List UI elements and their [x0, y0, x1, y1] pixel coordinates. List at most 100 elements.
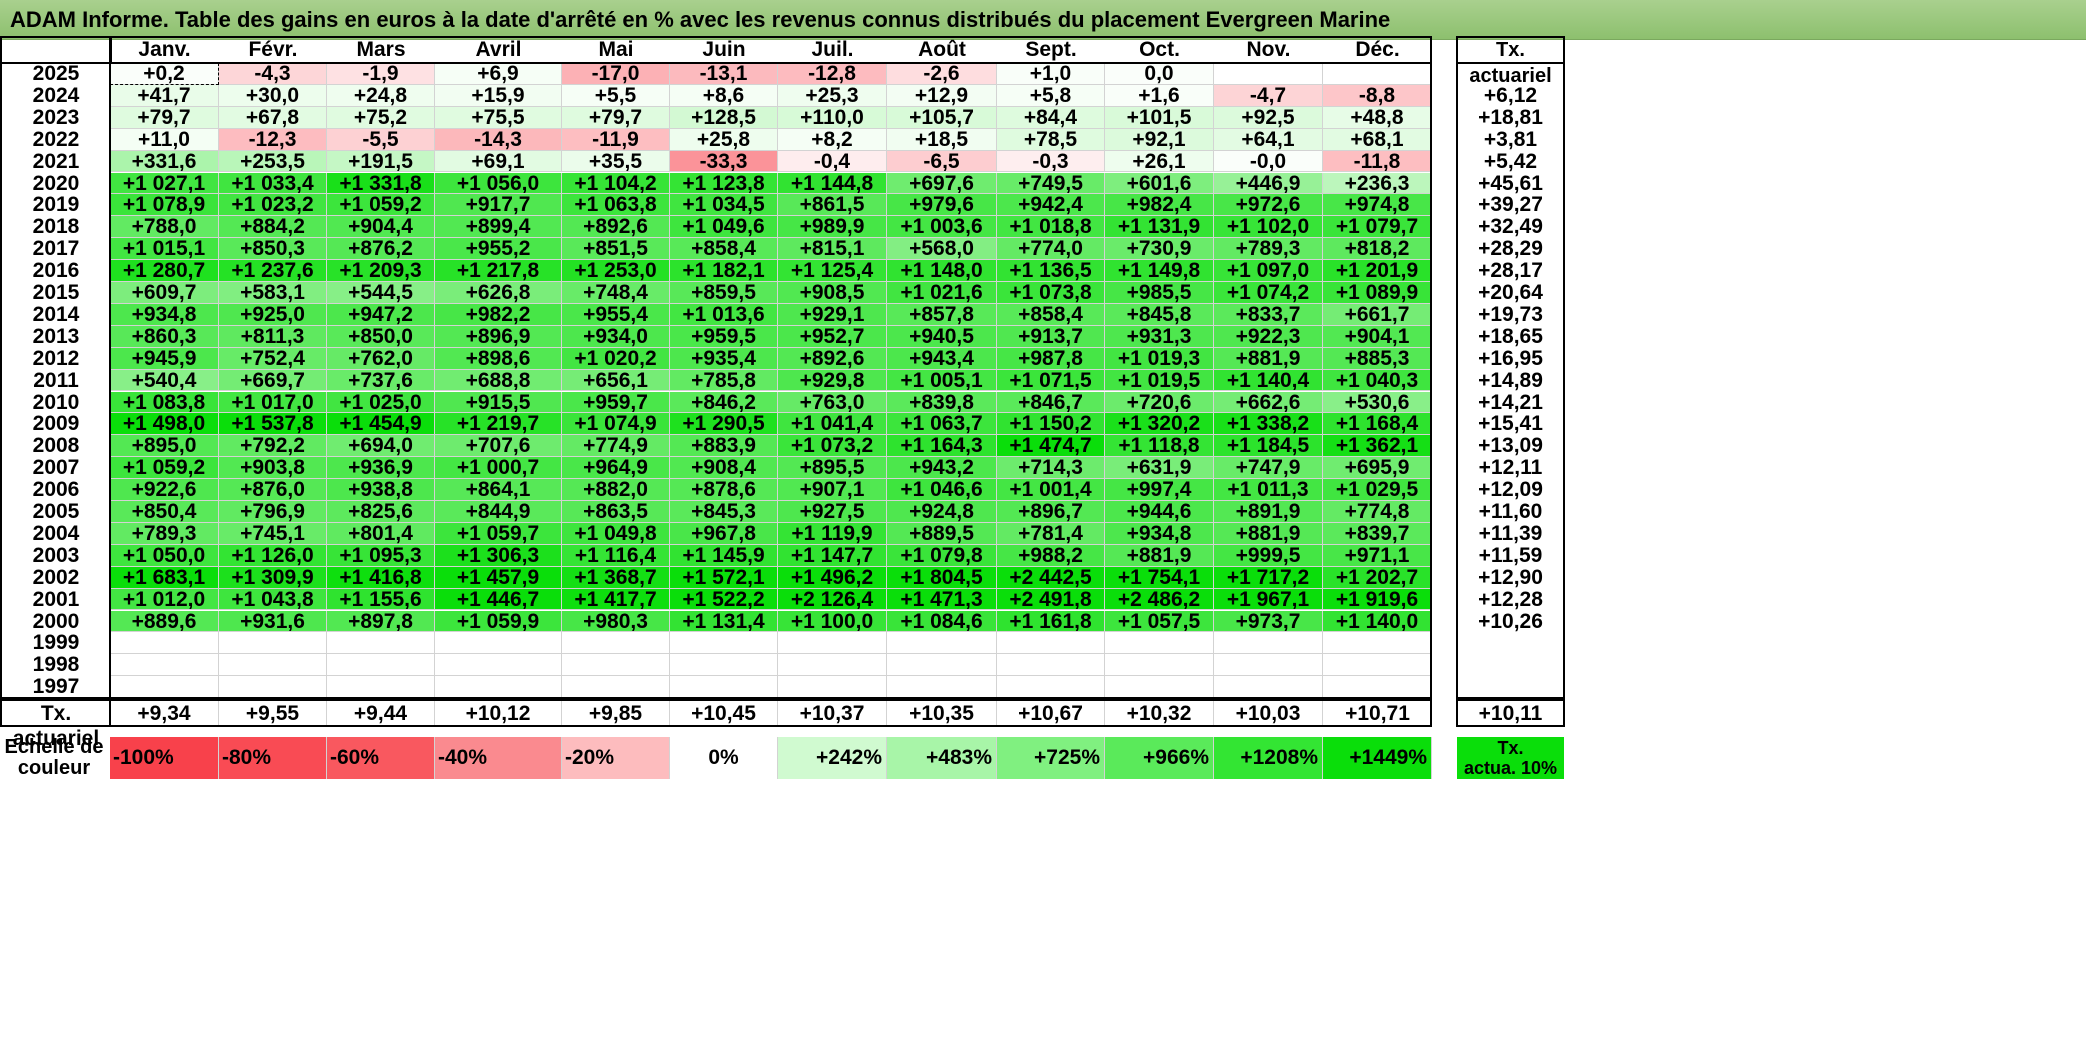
value-cell: +695,9: [1323, 457, 1432, 480]
value-cell: +0,2: [110, 63, 219, 85]
value-cell: +1 073,8: [997, 282, 1105, 304]
value-cell: +940,5: [887, 325, 997, 348]
color-scale-swatch: 0%: [670, 737, 778, 779]
value-cell: +1 015,1: [110, 238, 219, 261]
value-cell: -5,5: [327, 128, 435, 151]
value-cell: +1 474,7: [997, 435, 1105, 458]
value-cell: +763,0: [778, 391, 887, 414]
value-cell: +1 116,4: [562, 544, 670, 567]
value-cell: +1 338,2: [1214, 413, 1323, 436]
value-cell: +857,8: [887, 303, 997, 326]
value-cell: +1 150,2: [997, 413, 1105, 436]
value-cell: +1 144,8: [778, 172, 887, 195]
value-cell: +988,2: [997, 544, 1105, 567]
value-cell: -12,3: [219, 128, 327, 151]
value-cell: +1 140,0: [1323, 610, 1432, 633]
value-cell: +609,7: [110, 282, 219, 304]
tx-actuariel-value: +32,49: [1478, 216, 1543, 239]
tx-actuariel-value: [1457, 654, 1564, 676]
value-cell: [1105, 654, 1214, 677]
value-cell: +1 136,5: [997, 260, 1105, 282]
tx-actuariel-value: +10,26: [1478, 610, 1543, 633]
footer-value: +10,12: [435, 701, 562, 726]
value-cell: [1214, 654, 1323, 677]
value-cell: [778, 676, 887, 699]
value-cell: +895,0: [110, 435, 219, 458]
value-cell: +1 063,8: [562, 194, 670, 217]
value-cell: +1,0: [997, 63, 1105, 85]
tx-actuariel-value: +5,42: [1483, 150, 1538, 173]
value-cell: +864,1: [435, 479, 562, 501]
value-cell: +5,8: [997, 84, 1105, 107]
value-cell: +833,7: [1214, 303, 1323, 326]
value-cell: +815,1: [778, 238, 887, 261]
value-cell: +1 184,5: [1214, 435, 1323, 458]
tx-actuariel-value: +11,39: [1478, 522, 1543, 545]
month-header: Avril: [475, 38, 522, 61]
value-cell: +1 471,3: [887, 588, 997, 611]
value-cell: +982,2: [435, 303, 562, 326]
year-label: 2016: [32, 259, 80, 283]
value-cell: 0,0: [1105, 63, 1214, 85]
year-label: 2024: [32, 83, 80, 107]
year-label: 2003: [32, 543, 80, 567]
year-column-divider: [109, 37, 111, 699]
value-cell: +971,1: [1323, 544, 1432, 567]
month-header: Déc.: [1355, 38, 1400, 61]
value-cell: +1 078,9: [110, 194, 219, 217]
value-cell: [219, 632, 327, 655]
value-cell: +1,6: [1105, 84, 1214, 107]
value-cell: +656,1: [562, 369, 670, 392]
value-cell: [1214, 676, 1323, 699]
value-cell: +1 003,6: [887, 216, 997, 239]
value-cell: +105,7: [887, 106, 997, 129]
value-cell: +943,2: [887, 457, 997, 480]
value-cell: +1 131,4: [670, 610, 778, 633]
legend-label-line2: couleur: [17, 757, 91, 779]
value-cell: +934,8: [110, 303, 219, 326]
value-cell: +1 446,7: [435, 588, 562, 611]
value-cell: +75,5: [435, 106, 562, 129]
tx-actuariel-value: +12,09: [1478, 479, 1543, 501]
year-label: 1999: [32, 631, 80, 655]
value-cell: -13,1: [670, 63, 778, 85]
value-cell: +891,9: [1214, 501, 1323, 523]
value-cell: +967,8: [670, 522, 778, 545]
value-cell: +1 145,9: [670, 544, 778, 567]
year-label: 2006: [32, 478, 80, 502]
value-cell: +752,4: [219, 347, 327, 370]
value-cell: +18,5: [887, 128, 997, 151]
tx-actuariel-value: +14,89: [1478, 369, 1543, 392]
value-cell: +845,8: [1105, 303, 1214, 326]
value-cell: +128,5: [670, 106, 778, 129]
value-cell: +1 025,0: [327, 391, 435, 414]
value-cell: [435, 676, 562, 699]
footer-value: +10,03: [1214, 701, 1323, 726]
value-cell: [1214, 632, 1323, 655]
value-cell: +1 041,4: [778, 413, 887, 436]
value-cell: -33,3: [670, 150, 778, 173]
tx-actuariel-value: +28,17: [1478, 260, 1543, 282]
tx-actuariel-value: +15,41: [1478, 413, 1543, 436]
value-cell: +839,7: [1323, 522, 1432, 545]
value-cell: +1 123,8: [670, 172, 778, 195]
tx-actuariel-value: +28,29: [1478, 238, 1543, 261]
value-cell: +1 290,5: [670, 413, 778, 436]
value-cell: +101,5: [1105, 106, 1214, 129]
value-cell: +1 118,8: [1105, 435, 1214, 458]
value-cell: +889,6: [110, 610, 219, 633]
value-cell: +881,9: [1105, 544, 1214, 567]
header-divider: [1457, 62, 1564, 64]
value-cell: +1 071,5: [997, 369, 1105, 392]
value-cell: +1 057,5: [1105, 610, 1214, 633]
value-cell: +1 012,0: [110, 588, 219, 611]
value-cell: +1 059,2: [110, 457, 219, 480]
month-header: Mars: [356, 38, 406, 61]
value-cell: +79,7: [562, 106, 670, 129]
value-cell: [997, 676, 1105, 699]
value-cell: +955,4: [562, 303, 670, 326]
value-cell: +1 496,2: [778, 566, 887, 589]
value-cell: +789,3: [1214, 238, 1323, 261]
value-cell: +1 005,1: [887, 369, 997, 392]
footer-value: +9,85: [562, 701, 670, 726]
